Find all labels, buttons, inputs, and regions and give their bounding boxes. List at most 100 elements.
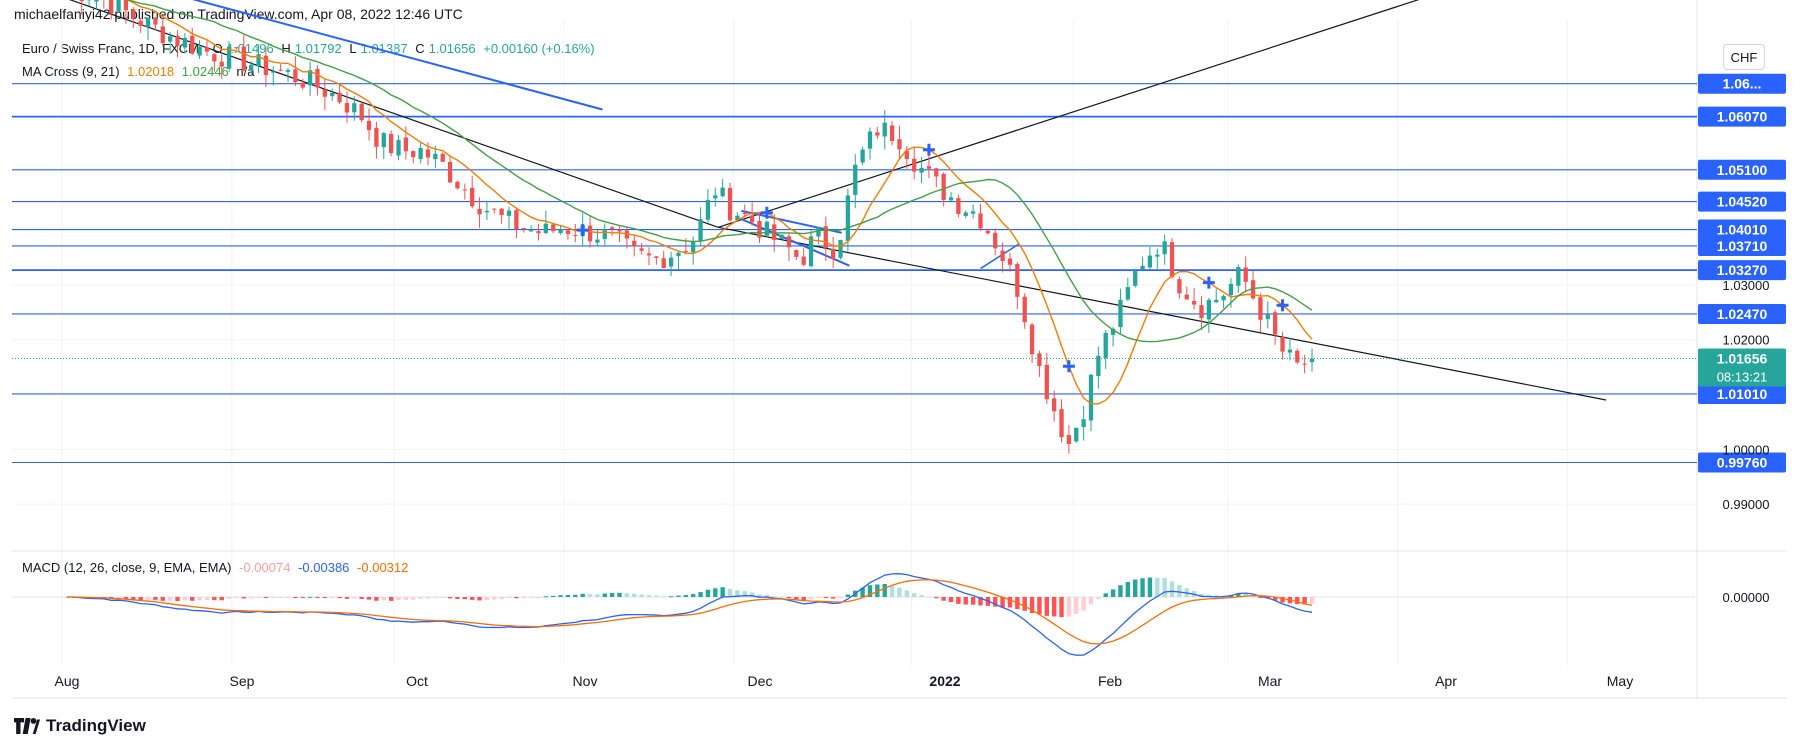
candle-body [860, 149, 865, 163]
macd-histogram-bar [330, 597, 335, 598]
close-label: C [415, 41, 425, 56]
candle-body [285, 69, 291, 72]
candle-body [595, 239, 600, 243]
macd-histogram-bar [683, 595, 689, 597]
candle-body [1273, 312, 1278, 335]
candle-body [1236, 266, 1241, 286]
macd-histogram-bar [978, 597, 983, 606]
macd-histogram-bar [1228, 594, 1234, 597]
macd-histogram-bar [1051, 597, 1057, 617]
level-tag [1698, 106, 1786, 127]
macd-histogram-bar [735, 590, 740, 597]
macd-histogram-bar [948, 597, 954, 603]
macd-histogram-bar [182, 597, 188, 601]
candle-body [779, 234, 784, 240]
macd-histogram-bar [116, 597, 121, 599]
macd-histogram-bar [654, 595, 659, 597]
macd-name[interactable]: MACD (12, 26, close, 9, EMA, EMA) [22, 560, 232, 575]
macd-histogram-bar [595, 594, 600, 597]
channel-line [980, 243, 1020, 270]
candle-body [1015, 264, 1020, 297]
macd-histogram-bar [1000, 597, 1005, 608]
symbol-name[interactable]: Euro / Swiss Franc, 1D, FXCM [22, 41, 199, 56]
channel-line [741, 209, 842, 234]
macd-histogram-bar [749, 592, 755, 597]
ma-slow-value: 1.02446 [181, 64, 229, 79]
candle-body [1295, 350, 1300, 363]
candle-body [786, 236, 792, 248]
macd-histogram-bar [1169, 581, 1175, 597]
macd-histogram-bar [307, 596, 313, 598]
candle-body [698, 219, 703, 241]
macd-histogram-bar [1096, 597, 1101, 599]
macd-histogram-bar [234, 597, 239, 598]
grid-lines [12, 0, 1787, 699]
ma-cross-name[interactable]: MA Cross (9, 21) [22, 64, 120, 79]
candle-body [1309, 358, 1315, 363]
macd-histogram-bar [1022, 597, 1027, 611]
macd-histogram-bar [109, 597, 114, 599]
macd-histogram-bar [617, 592, 622, 597]
macd-histogram-bar [499, 597, 504, 600]
level-label: 1.01010 [1717, 386, 1768, 402]
currency-button[interactable]: CHF [1723, 44, 1765, 70]
level-label: 1.06... [1723, 76, 1762, 92]
macd-histogram-bar [337, 597, 342, 599]
macd-histogram-bar [1088, 597, 1094, 605]
macd-histogram-bar [285, 597, 291, 598]
trendline [718, 226, 1607, 401]
candle-body [1059, 409, 1064, 438]
macd-histogram-bar [853, 590, 858, 597]
candle-body [425, 149, 431, 158]
time-axis-label: Oct [406, 673, 428, 689]
candle-body [1184, 294, 1189, 300]
macd-histogram-bar [138, 597, 143, 601]
macd-histogram-bar [1177, 584, 1182, 597]
candle-body [948, 197, 954, 201]
candle-body [1169, 242, 1175, 278]
candle-body [521, 228, 526, 230]
macd-histogram-bar [889, 585, 895, 597]
candle-body [359, 103, 364, 121]
level-label: 1.03270 [1717, 262, 1768, 278]
candle-body [749, 215, 755, 223]
candle-body [963, 212, 968, 216]
candle-body [1265, 314, 1270, 320]
candle-body [565, 230, 571, 235]
macd-histogram-bar [1199, 593, 1204, 597]
macd-histogram-bar [506, 597, 512, 599]
macd-histogram-bar [941, 597, 946, 601]
macd-histogram-bar [1272, 597, 1278, 601]
candle-body [772, 224, 777, 240]
time-axis-label: Feb [1098, 673, 1122, 689]
candle-body [1199, 305, 1204, 318]
candle-body [587, 225, 593, 242]
macd-histogram-bar [926, 596, 932, 598]
time-axis: Aug Sep Oct Nov Dec 2022 Feb Mar Apr May [55, 673, 1634, 689]
price-axis: 1.06... 1.06070 1.05100 1.04520 1.040101.037… [1698, 73, 1786, 605]
macd-histogram-bar [101, 597, 107, 598]
level-tag [1698, 383, 1786, 404]
candle-body [300, 83, 305, 88]
candle-body [536, 231, 541, 234]
candle-body [447, 161, 453, 183]
macd-histogram-bar [514, 597, 519, 599]
candle-body [79, 0, 84, 2]
macd-histogram-bar [536, 597, 541, 598]
candle-body [941, 173, 946, 200]
macd-histogram-bar [823, 597, 828, 598]
candle-body [713, 195, 718, 199]
footer-brand[interactable]: TradingView [14, 716, 146, 736]
macd-histogram-bar [278, 597, 283, 598]
macd-histogram-bar [86, 597, 92, 599]
candle-body [875, 132, 880, 136]
macd-histogram-bar [661, 596, 666, 598]
macd-histogram-bar [1206, 594, 1212, 597]
candle-body [1000, 250, 1005, 262]
candle-body [263, 55, 269, 76]
macd-histogram-bar [145, 597, 151, 600]
macd-hist-value: -0.00074 [239, 560, 291, 575]
candle-body [543, 223, 548, 234]
